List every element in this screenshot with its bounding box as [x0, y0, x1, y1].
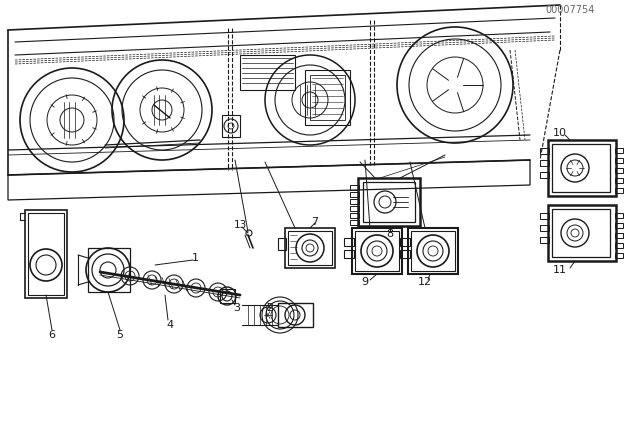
Text: 5: 5	[116, 330, 124, 340]
Text: 10: 10	[553, 128, 567, 138]
Bar	[540, 225, 549, 231]
Bar	[28, 213, 64, 295]
Bar	[350, 220, 359, 225]
Bar	[363, 182, 415, 222]
Bar	[278, 303, 313, 327]
Text: 8: 8	[387, 229, 394, 239]
Text: 6: 6	[49, 330, 56, 340]
Bar	[552, 209, 610, 257]
Text: 3: 3	[234, 303, 241, 313]
Bar	[615, 188, 623, 193]
Bar	[411, 231, 455, 271]
Bar	[552, 144, 610, 192]
Bar	[540, 213, 549, 219]
Bar	[540, 160, 549, 166]
Bar	[222, 115, 240, 137]
Bar	[240, 55, 295, 90]
Bar	[305, 70, 350, 125]
Bar	[310, 75, 345, 120]
Bar	[400, 238, 410, 246]
Bar	[540, 172, 549, 178]
Bar	[285, 228, 335, 268]
Text: 9: 9	[362, 277, 369, 287]
Bar	[350, 199, 359, 204]
Bar	[615, 213, 623, 218]
Bar	[288, 231, 332, 265]
Text: 4: 4	[166, 320, 173, 330]
Bar	[358, 178, 420, 226]
Bar	[615, 243, 623, 248]
Bar	[350, 192, 359, 197]
Bar	[344, 238, 354, 246]
Text: 7: 7	[312, 217, 319, 227]
Text: 2: 2	[266, 303, 273, 313]
Bar	[344, 250, 354, 258]
Bar	[548, 140, 616, 196]
Text: 12: 12	[418, 277, 432, 287]
Bar	[88, 248, 130, 292]
Bar	[25, 210, 67, 298]
Bar	[540, 237, 549, 243]
Bar	[220, 289, 235, 303]
Bar	[352, 228, 402, 274]
Bar	[408, 228, 458, 274]
Bar	[355, 231, 399, 271]
Bar	[540, 148, 549, 154]
Bar	[350, 213, 359, 218]
Bar	[615, 233, 623, 238]
Bar	[548, 205, 616, 261]
Bar	[278, 238, 286, 250]
Bar	[615, 253, 623, 258]
Text: 11: 11	[553, 265, 567, 275]
Bar	[400, 250, 410, 258]
Bar	[615, 178, 623, 183]
Bar	[615, 223, 623, 228]
Bar	[615, 168, 623, 173]
Bar	[350, 185, 359, 190]
Bar	[350, 206, 359, 211]
Bar	[615, 158, 623, 163]
Text: 1: 1	[191, 253, 198, 263]
Text: 13: 13	[234, 220, 246, 230]
Bar	[615, 148, 623, 153]
Text: 00007754: 00007754	[546, 5, 595, 15]
